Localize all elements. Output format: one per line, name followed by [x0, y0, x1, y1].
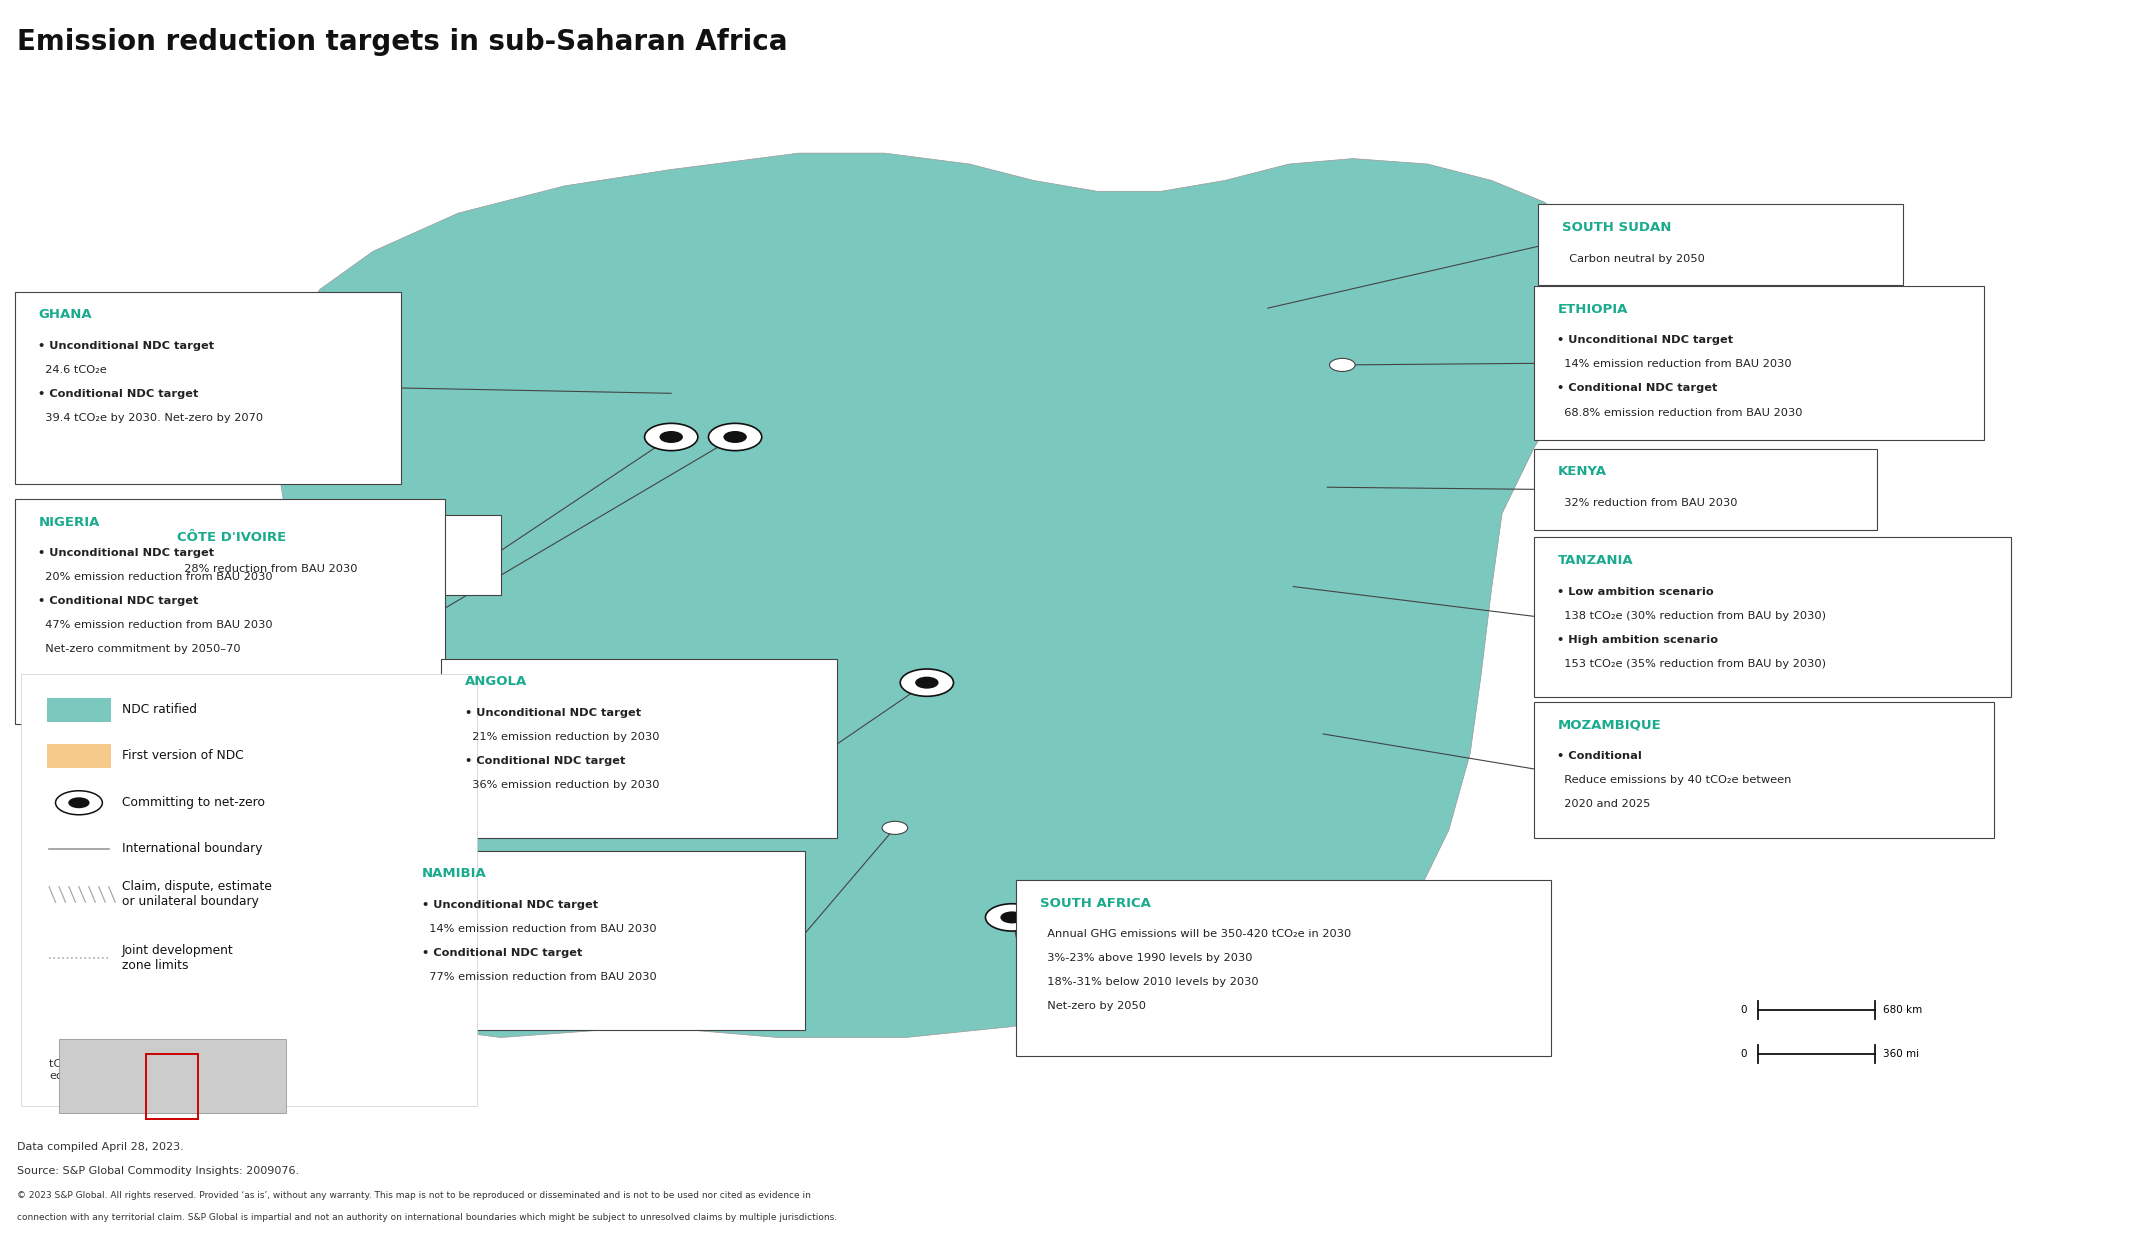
Text: connection with any territorial claim. S&P Global is impartial and not an author: connection with any territorial claim. S… [17, 1212, 837, 1221]
Text: 18%-31% below 2010 levels by 2030: 18%-31% below 2010 levels by 2030 [1039, 978, 1259, 988]
Text: First version of NDC: First version of NDC [121, 749, 243, 762]
Text: 14% emission reduction from BAU 2030: 14% emission reduction from BAU 2030 [1558, 359, 1793, 369]
FancyBboxPatch shape [47, 698, 112, 722]
Text: 21% emission reduction by 2030: 21% emission reduction by 2030 [465, 732, 659, 742]
Text: NDC ratified: NDC ratified [121, 704, 196, 717]
Polygon shape [278, 153, 1608, 1038]
Text: SOUTH SUDAN: SOUTH SUDAN [1562, 221, 1672, 233]
Text: 3%-23% above 1990 levels by 2030: 3%-23% above 1990 levels by 2030 [1039, 954, 1252, 964]
Circle shape [986, 904, 1039, 931]
FancyBboxPatch shape [47, 744, 112, 768]
Text: Carbon neutral by 2050: Carbon neutral by 2050 [1562, 254, 1704, 264]
Text: ANGOLA: ANGOLA [465, 675, 527, 688]
Circle shape [915, 676, 940, 689]
Circle shape [56, 791, 103, 814]
Text: KENYA: KENYA [1558, 466, 1608, 478]
Text: 24.6 tCO₂e: 24.6 tCO₂e [39, 365, 108, 375]
FancyBboxPatch shape [15, 291, 400, 484]
Circle shape [1330, 359, 1356, 371]
FancyBboxPatch shape [1016, 880, 1552, 1055]
Text: Claim, dispute, estimate
or unilateral boundary: Claim, dispute, estimate or unilateral b… [121, 881, 271, 909]
Circle shape [1001, 911, 1024, 924]
Text: 20% emission reduction from BAU 2030: 20% emission reduction from BAU 2030 [39, 572, 273, 582]
Text: • Conditional NDC target: • Conditional NDC target [422, 948, 583, 958]
Text: International boundary: International boundary [121, 842, 263, 855]
Text: 360 mi: 360 mi [1883, 1049, 1920, 1059]
FancyBboxPatch shape [15, 499, 445, 724]
FancyBboxPatch shape [1534, 703, 1995, 837]
Circle shape [708, 423, 762, 451]
Text: 32% reduction from BAU 2030: 32% reduction from BAU 2030 [1558, 498, 1739, 508]
FancyBboxPatch shape [1534, 286, 1984, 441]
Text: 14% emission reduction from BAU 2030: 14% emission reduction from BAU 2030 [422, 924, 656, 934]
Text: 36% emission reduction by 2030: 36% emission reduction by 2030 [465, 779, 659, 789]
Text: Joint development
zone limits: Joint development zone limits [121, 944, 232, 971]
Text: • Conditional NDC target: • Conditional NDC target [39, 596, 198, 606]
Text: • Unconditional NDC target: • Unconditional NDC target [39, 341, 215, 351]
Text: 153 tCO₂e (35% reduction from BAU by 2030): 153 tCO₂e (35% reduction from BAU by 203… [1558, 659, 1827, 669]
Text: • Unconditional NDC target: • Unconditional NDC target [1558, 335, 1735, 345]
FancyBboxPatch shape [1534, 537, 2012, 697]
Text: Net-zero by 2050: Net-zero by 2050 [1039, 1001, 1145, 1012]
FancyBboxPatch shape [58, 1039, 286, 1113]
Circle shape [915, 676, 938, 689]
Text: 0: 0 [1741, 1005, 1747, 1015]
Text: TANZANIA: TANZANIA [1558, 553, 1633, 567]
Circle shape [723, 430, 747, 443]
Text: • Conditional NDC target: • Conditional NDC target [1558, 384, 1717, 394]
FancyBboxPatch shape [22, 674, 478, 1107]
Text: • Unconditional NDC target: • Unconditional NDC target [422, 900, 598, 910]
Text: SOUTH AFRICA: SOUTH AFRICA [1039, 896, 1151, 910]
Text: Net-zero commitment by 2050–70: Net-zero commitment by 2050–70 [39, 645, 241, 654]
Circle shape [999, 911, 1024, 924]
Text: GHANA: GHANA [39, 309, 93, 321]
FancyBboxPatch shape [153, 515, 501, 595]
Circle shape [69, 797, 90, 808]
Text: 68.8% emission reduction from BAU 2030: 68.8% emission reduction from BAU 2030 [1558, 408, 1803, 418]
Text: Annual GHG emissions will be 350-420 tCO₂e in 2030: Annual GHG emissions will be 350-420 tCO… [1039, 930, 1351, 940]
Text: NAMIBIA: NAMIBIA [422, 867, 486, 880]
Text: • Unconditional NDC target: • Unconditional NDC target [39, 548, 215, 558]
Text: Data compiled April 28, 2023.: Data compiled April 28, 2023. [17, 1142, 183, 1152]
FancyBboxPatch shape [441, 659, 837, 837]
Text: tCO₂e = metric tons of CO₂
equivalent.: tCO₂e = metric tons of CO₂ equivalent. [49, 1059, 204, 1081]
Circle shape [900, 669, 953, 697]
Text: • Conditional NDC target: • Conditional NDC target [39, 389, 198, 399]
Text: • Conditional NDC target: • Conditional NDC target [465, 756, 624, 766]
Circle shape [723, 430, 749, 443]
Text: • Low ambition scenario: • Low ambition scenario [1558, 586, 1715, 596]
Text: Committing to net-zero: Committing to net-zero [121, 796, 265, 809]
FancyBboxPatch shape [1539, 205, 1902, 285]
Text: 39.4 tCO₂e by 2030. Net-zero by 2070: 39.4 tCO₂e by 2030. Net-zero by 2070 [39, 413, 263, 423]
Text: 77% emission reduction from BAU 2030: 77% emission reduction from BAU 2030 [422, 971, 656, 981]
Text: 680 km: 680 km [1883, 1005, 1922, 1015]
Text: • Unconditional NDC target: • Unconditional NDC target [465, 708, 641, 718]
Text: CÔTE D'IVOIRE: CÔTE D'IVOIRE [176, 531, 286, 543]
Text: Source: S&P Global Commodity Insights: 2009076.: Source: S&P Global Commodity Insights: 2… [17, 1166, 299, 1176]
Text: © 2023 S&P Global. All rights reserved. Provided ‘as is’, without any warranty. : © 2023 S&P Global. All rights reserved. … [17, 1191, 811, 1200]
Circle shape [882, 821, 908, 835]
Text: Reduce emissions by 40 tCO₂e between: Reduce emissions by 40 tCO₂e between [1558, 776, 1793, 786]
Text: 28% reduction from BAU 2030: 28% reduction from BAU 2030 [176, 563, 357, 574]
FancyBboxPatch shape [398, 851, 805, 1030]
Text: 0: 0 [1741, 1049, 1747, 1059]
Text: Emission reduction targets in sub-Saharan Africa: Emission reduction targets in sub-Sahara… [17, 28, 788, 55]
Text: • High ambition scenario: • High ambition scenario [1558, 635, 1719, 645]
Circle shape [659, 430, 684, 443]
Text: 47% emission reduction from BAU 2030: 47% emission reduction from BAU 2030 [39, 620, 273, 630]
Text: MOZAMBIQUE: MOZAMBIQUE [1558, 719, 1661, 732]
FancyBboxPatch shape [1534, 449, 1877, 530]
Text: ETHIOPIA: ETHIOPIA [1558, 302, 1627, 316]
Text: 2020 and 2025: 2020 and 2025 [1558, 799, 1651, 809]
Text: • Conditional: • Conditional [1558, 752, 1642, 762]
Text: NIGERIA: NIGERIA [39, 516, 99, 528]
Circle shape [646, 423, 697, 451]
Circle shape [659, 430, 682, 443]
Text: 138 tCO₂e (30% reduction from BAU by 2030): 138 tCO₂e (30% reduction from BAU by 203… [1558, 611, 1827, 620]
